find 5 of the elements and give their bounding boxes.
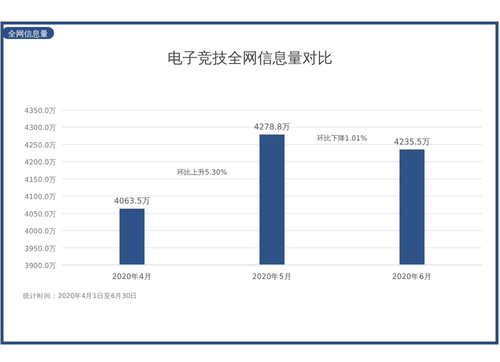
data-label: 4235.5万	[394, 137, 430, 146]
text: 全网信息量	[8, 30, 48, 38]
data-label: 4063.5万	[114, 196, 150, 206]
data-label: 4278.8万	[254, 122, 290, 132]
chart-title: 电子竞技全网信息量对比	[168, 49, 332, 67]
